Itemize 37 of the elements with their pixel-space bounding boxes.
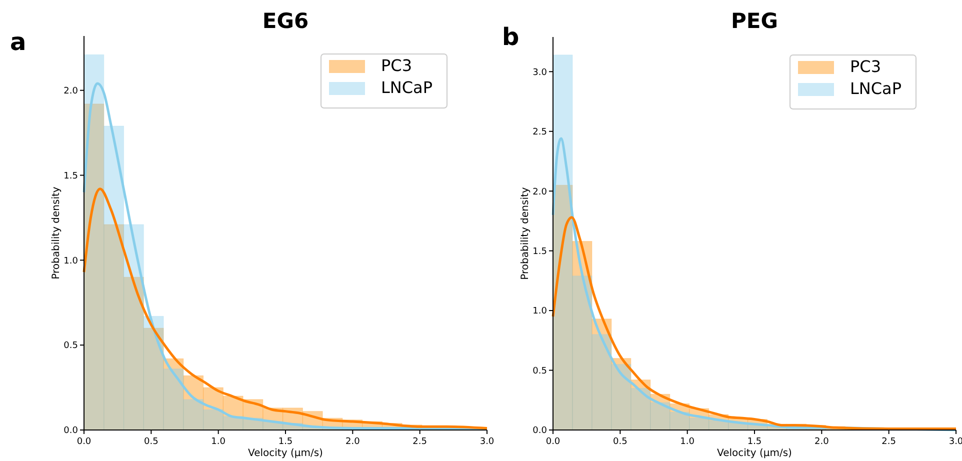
y-tick-label: 2.0 (64, 86, 78, 96)
y-tick-label: 2.5 (532, 128, 547, 138)
chart-title: PEG (731, 9, 778, 33)
x-tick-label: 2.5 (412, 437, 427, 447)
y-tick-label: 1.0 (532, 306, 548, 317)
y-tick-label: 0.5 (64, 341, 78, 352)
x-tick-label: 3.0 (480, 437, 494, 447)
y-tick-label: 0.0 (532, 426, 548, 436)
y-tick-label: 2.0 (532, 187, 548, 198)
x-tick-label: 2.0 (346, 437, 360, 447)
x-tick-label: 0.0 (546, 437, 560, 447)
x-tick-label: 2.0 (814, 437, 830, 447)
x-tick-label: 0.0 (76, 437, 92, 447)
x-tick-label: 1.5 (278, 437, 293, 447)
y-axis-title: Probability density (51, 186, 62, 280)
x-tick-label: 0.5 (613, 437, 628, 447)
legend-label: LNCaP (850, 79, 902, 98)
text: a (10, 28, 26, 56)
text: b (502, 23, 520, 51)
y-tick-label: 0.5 (532, 366, 547, 376)
legend-label: LNCaP (381, 78, 433, 97)
y-tick-label: 1.0 (64, 256, 78, 266)
legend-label: PC3 (381, 56, 412, 75)
y-tick-label: 1.5 (532, 246, 547, 257)
x-axis-title: Velocity (µm/s) (248, 448, 324, 459)
x-tick-label: 1.5 (747, 437, 762, 447)
chart-title: EG6 (262, 9, 309, 33)
x-tick-label: 1.0 (211, 437, 226, 447)
x-tick-label: 1.0 (680, 437, 695, 447)
y-tick-label: 0.0 (64, 426, 78, 436)
x-axis-title: Velocity (µm/s) (717, 448, 792, 459)
y-tick-label: 3.0 (532, 68, 548, 78)
x-tick-label: 0.5 (144, 437, 158, 447)
y-axis-title: Probability density (520, 187, 531, 280)
legend-label: PC3 (850, 57, 881, 76)
x-tick-label: 2.5 (882, 437, 896, 447)
y-tick-label: 1.5 (64, 171, 78, 182)
